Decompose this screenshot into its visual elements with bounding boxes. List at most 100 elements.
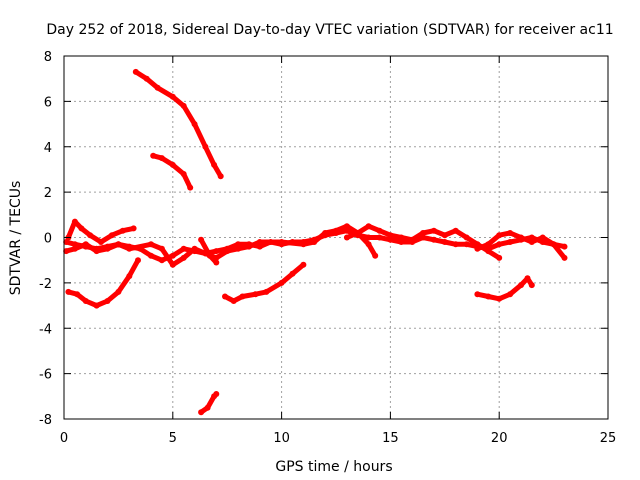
data-point	[158, 155, 165, 162]
data-point	[518, 234, 524, 241]
data-point	[398, 234, 405, 241]
data-point	[463, 234, 470, 241]
data-point	[278, 279, 285, 286]
data-point	[300, 241, 307, 248]
series-arc-8	[65, 257, 141, 309]
series-trace	[65, 257, 141, 309]
data-point	[387, 232, 394, 239]
data-point	[278, 239, 285, 245]
data-point	[354, 230, 361, 236]
data-point	[169, 93, 176, 100]
data-point	[158, 245, 165, 252]
data-point	[198, 409, 205, 416]
x-tick-label: 25	[600, 431, 617, 446]
data-point	[71, 245, 78, 252]
data-point	[98, 239, 104, 245]
data-point	[187, 184, 194, 191]
data-point	[463, 241, 470, 248]
data-point	[93, 248, 100, 255]
data-point	[82, 298, 89, 304]
data-point	[507, 291, 514, 298]
y-tick-label: -2	[39, 277, 52, 292]
data-point	[78, 225, 85, 232]
data-point	[561, 243, 568, 250]
data-point	[230, 298, 237, 304]
data-point	[474, 245, 481, 252]
series-arc-12	[198, 391, 220, 416]
x-tick-label: 10	[273, 431, 290, 446]
series-arc-11	[474, 275, 535, 302]
data-point	[126, 245, 133, 252]
data-point	[452, 227, 459, 234]
data-point	[430, 236, 437, 243]
data-point	[507, 230, 514, 236]
data-point	[420, 230, 426, 236]
data-point	[213, 391, 220, 397]
data-point	[82, 241, 89, 248]
data-point	[263, 288, 270, 295]
data-point	[126, 273, 133, 280]
y-axis-label: SDTVAR / TECUs	[8, 181, 24, 296]
data-point	[311, 239, 318, 245]
data-point	[74, 291, 81, 298]
data-point	[148, 241, 154, 248]
data-point	[496, 232, 503, 239]
data-point	[398, 239, 405, 245]
data-point	[235, 245, 242, 252]
data-point	[191, 121, 198, 128]
y-tick-label: 6	[44, 95, 52, 110]
series-arc-10	[222, 261, 307, 304]
data-point	[130, 225, 137, 232]
series-arc-9	[198, 236, 220, 266]
data-point	[135, 257, 141, 264]
data-point	[256, 239, 263, 245]
x-axis-label: GPS time / hours	[275, 459, 392, 475]
y-axis-ticks: -8 -6 -4 -2 0 2 4 6 8	[39, 50, 608, 428]
data-point	[507, 239, 514, 245]
data-point	[148, 252, 154, 259]
data-point	[365, 234, 372, 241]
data-point	[528, 239, 535, 245]
series-arc-7	[474, 230, 568, 261]
data-point	[115, 241, 122, 248]
data-point	[217, 173, 224, 180]
data-point	[485, 248, 492, 255]
data-point	[485, 293, 492, 300]
data-point	[343, 234, 350, 241]
data-point	[154, 84, 161, 91]
data-point	[365, 241, 372, 248]
data-point	[430, 227, 437, 234]
x-tick-label: 5	[169, 431, 177, 446]
x-tick-label: 20	[491, 431, 508, 446]
data-point	[143, 75, 150, 82]
data-point	[485, 241, 492, 248]
data-point	[169, 261, 176, 268]
data-point	[322, 230, 329, 236]
data-point	[104, 298, 111, 304]
data-point	[289, 270, 296, 277]
data-point	[300, 261, 307, 268]
x-tick-label: 0	[60, 431, 68, 446]
data-point	[204, 404, 211, 411]
data-point	[150, 152, 157, 159]
data-point	[246, 243, 252, 250]
data-point	[409, 236, 416, 243]
data-series	[63, 68, 568, 416]
data-point	[239, 293, 246, 300]
data-point	[108, 232, 115, 239]
data-point	[474, 291, 481, 298]
data-point	[496, 241, 503, 248]
data-point	[158, 257, 165, 264]
data-point	[441, 232, 448, 239]
data-point	[202, 143, 209, 150]
data-point	[71, 218, 78, 225]
data-point	[180, 102, 187, 109]
data-point	[343, 223, 350, 230]
y-tick-label: -4	[39, 322, 52, 337]
data-point	[180, 254, 187, 261]
data-point	[235, 241, 242, 248]
data-point	[87, 232, 94, 239]
data-point	[539, 234, 546, 241]
data-point	[365, 223, 372, 230]
